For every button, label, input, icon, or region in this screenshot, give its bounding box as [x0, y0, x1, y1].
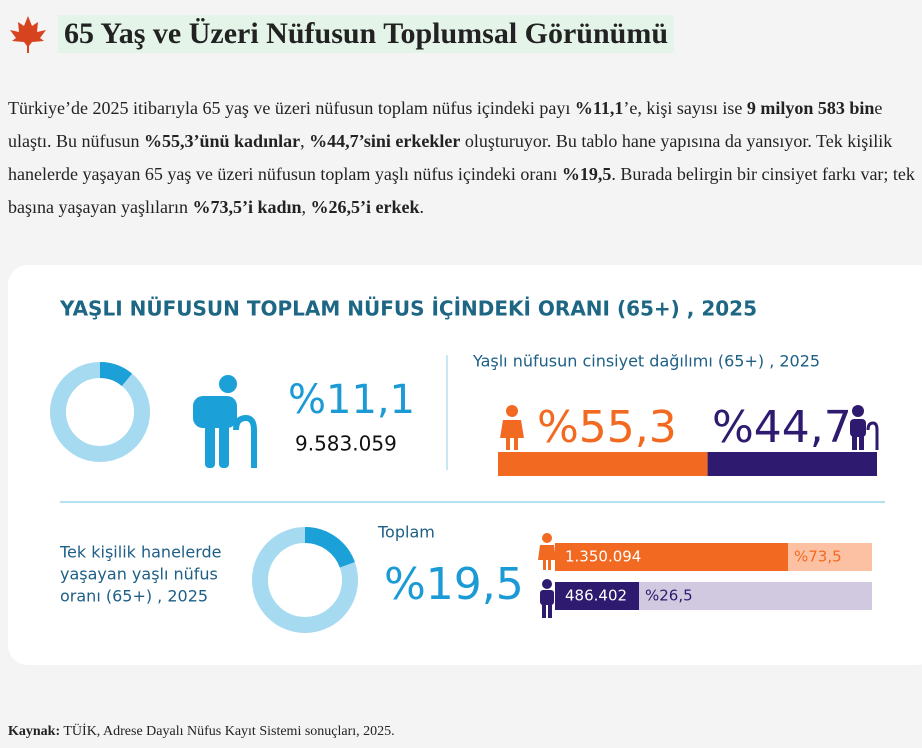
- elderly-icon: [193, 375, 257, 468]
- paragraph-segment: ’e, kişi sayısı ise: [623, 98, 747, 118]
- male-bar: [707, 452, 877, 476]
- paragraph-segment: %55,3’ünü kadınlar: [144, 131, 301, 151]
- gender-title: Yaşlı nüfusun cinsiyet dağılımı (65+) , …: [472, 352, 820, 371]
- total-title: Toplam: [377, 523, 435, 542]
- paragraph-segment: .: [419, 197, 424, 217]
- male-alone-label: %26,5: [645, 587, 693, 605]
- source-text: TÜİK, Adrese Dayalı Nüfus Kayıt Sistemi …: [60, 724, 395, 739]
- alone-share-label: %19,5: [384, 559, 524, 610]
- female-icon: [538, 533, 556, 570]
- paragraph-segment: ,: [301, 197, 311, 217]
- paragraph-segment: . Burada belirgin bir cinsiyet farkı var…: [8, 164, 915, 217]
- paragraph-segment: oluşturuyor. Bu tablo hane yapısına da y…: [8, 131, 893, 184]
- caption-line: Tek kişilik hanelerde: [59, 543, 222, 562]
- caption-line: oranı (65+) , 2025: [60, 587, 208, 606]
- male-share-label: %44,7: [712, 402, 852, 453]
- donut-arc: [304, 527, 355, 568]
- female-alone-count: 1.350.094: [565, 548, 641, 566]
- donut-arc: [99, 362, 133, 387]
- paragraph-segment: Türkiye’de 2025 itibarıyla 65 yaş ve üze…: [8, 98, 575, 118]
- infographic-title: YAŞLI NÜFUSUN TOPLAM NÜFUS İÇİNDEKİ ORAN…: [59, 297, 757, 321]
- caption-line: yaşayan yaşlı nüfus: [60, 565, 218, 584]
- male-icon: [540, 579, 554, 618]
- population: 9.583.059: [295, 432, 397, 456]
- male-alone-count: 486.402: [565, 587, 627, 605]
- intro-paragraph: Türkiye’de 2025 itibarıyla 65 yaş ve üze…: [8, 92, 922, 224]
- title-row: 65 Yaş ve Üzeri Nüfusun Toplumsal Görünü…: [8, 14, 675, 54]
- paragraph-segment: ,: [300, 131, 310, 151]
- paragraph-segment: %11,1: [574, 98, 624, 118]
- paragraph-segment: %19,5: [561, 164, 612, 184]
- source-label: Kaynak:: [8, 724, 61, 739]
- paragraph-segment: e ulaştı. Bu nüfusun: [8, 98, 883, 151]
- maple-leaf-icon: [10, 16, 46, 53]
- total-share-label: %11,1: [288, 377, 415, 423]
- male-alone-bar: [555, 582, 640, 610]
- female-bar: [498, 452, 708, 476]
- page-title: 65 Yaş ve Üzeri Nüfusun Toplumsal Görünü…: [58, 15, 675, 53]
- female-share-label: %55,3: [537, 402, 677, 453]
- female-icon: [500, 405, 524, 450]
- female-alone-bar: [555, 543, 788, 571]
- donut-track: [50, 362, 150, 462]
- paragraph-segment: %26,5’i erkek: [310, 197, 420, 217]
- female-alone-label: %73,5: [794, 548, 842, 566]
- paragraph-segment: %73,5’i kadın: [192, 197, 302, 217]
- paragraph-segment: %44,7’sini erkekler: [309, 131, 461, 151]
- source-note: Kaynak: TÜİK, Adrese Dayalı Nüfus Kayıt …: [8, 724, 395, 740]
- paragraph-segment: 9 milyon 583 bin: [746, 98, 875, 118]
- male-icon: [850, 405, 879, 450]
